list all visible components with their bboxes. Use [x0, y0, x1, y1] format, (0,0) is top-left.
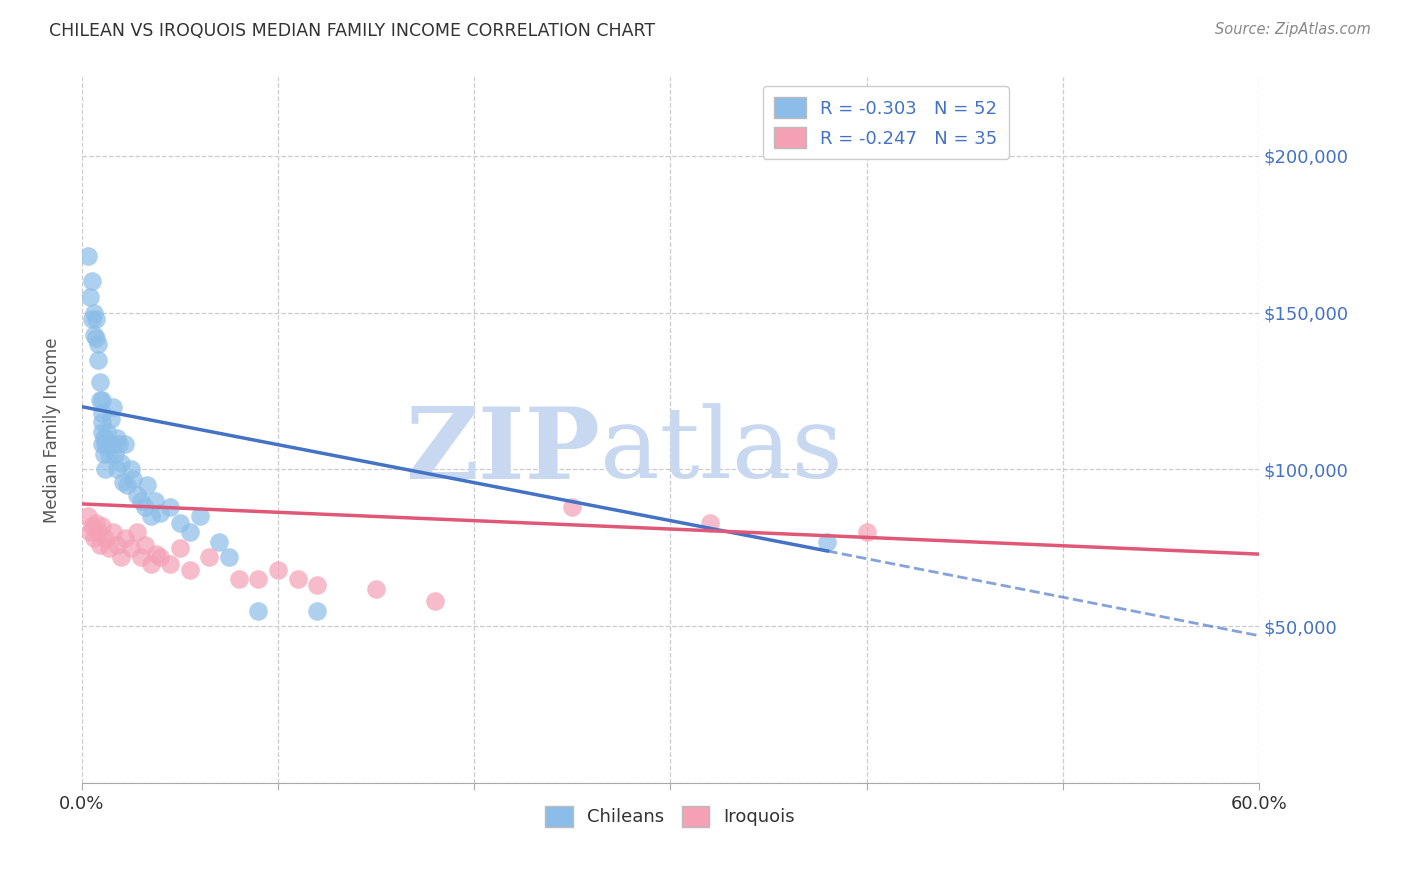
Point — [139, 557, 162, 571]
Point — [83, 305, 105, 319]
Point — [112, 475, 135, 489]
Point — [159, 557, 181, 571]
Point — [159, 500, 181, 514]
Point — [179, 525, 201, 540]
Point — [90, 406, 112, 420]
Point — [90, 519, 112, 533]
Point — [561, 500, 583, 514]
Point — [86, 352, 108, 367]
Point — [104, 447, 127, 461]
Point — [307, 603, 329, 617]
Point — [125, 525, 148, 540]
Point — [83, 532, 105, 546]
Point — [110, 550, 132, 565]
Point — [120, 462, 142, 476]
Point — [149, 550, 172, 565]
Point — [80, 274, 103, 288]
Point — [129, 550, 152, 565]
Point — [208, 534, 231, 549]
Point — [179, 563, 201, 577]
Legend: Chileans, Iroquois: Chileans, Iroquois — [538, 798, 803, 834]
Point — [855, 525, 877, 540]
Point — [134, 538, 156, 552]
Point — [110, 456, 132, 470]
Point — [115, 478, 138, 492]
Point — [169, 516, 191, 530]
Point — [218, 550, 240, 565]
Point — [76, 509, 98, 524]
Point — [86, 337, 108, 351]
Point — [129, 493, 152, 508]
Point — [94, 437, 117, 451]
Point — [307, 578, 329, 592]
Point — [139, 509, 162, 524]
Text: ZIP: ZIP — [405, 403, 600, 500]
Point — [699, 516, 721, 530]
Point — [125, 487, 148, 501]
Point — [94, 532, 117, 546]
Point — [83, 327, 105, 342]
Point — [267, 563, 290, 577]
Point — [122, 472, 145, 486]
Point — [103, 525, 125, 540]
Point — [169, 541, 191, 555]
Point — [96, 425, 118, 439]
Point — [188, 509, 211, 524]
Point — [366, 582, 388, 596]
Point — [103, 400, 125, 414]
Point — [135, 478, 157, 492]
Point — [134, 500, 156, 514]
Text: Source: ZipAtlas.com: Source: ZipAtlas.com — [1215, 22, 1371, 37]
Point — [90, 393, 112, 408]
Point — [423, 594, 446, 608]
Point — [228, 572, 250, 586]
Point — [90, 425, 112, 439]
Point — [120, 541, 142, 555]
Point — [105, 538, 128, 552]
Point — [93, 447, 115, 461]
Point — [100, 412, 122, 426]
Point — [105, 431, 128, 445]
Point — [94, 462, 117, 476]
Point — [247, 572, 270, 586]
Point — [84, 331, 107, 345]
Y-axis label: Median Family Income: Median Family Income — [44, 337, 60, 523]
Point — [114, 437, 136, 451]
Point — [80, 312, 103, 326]
Point — [76, 249, 98, 263]
Point — [98, 541, 121, 555]
Point — [100, 437, 122, 451]
Point — [86, 525, 108, 540]
Point — [247, 603, 270, 617]
Point — [93, 431, 115, 445]
Point — [90, 437, 112, 451]
Point — [287, 572, 309, 586]
Point — [84, 312, 107, 326]
Point — [89, 538, 111, 552]
Point — [79, 290, 101, 304]
Point — [815, 534, 838, 549]
Point — [98, 447, 121, 461]
Point — [90, 416, 112, 430]
Text: atlas: atlas — [600, 403, 842, 500]
Point — [105, 462, 128, 476]
Point — [89, 393, 111, 408]
Point — [149, 507, 172, 521]
Point — [84, 516, 107, 530]
Point — [198, 550, 221, 565]
Point — [145, 547, 167, 561]
Text: CHILEAN VS IROQUOIS MEDIAN FAMILY INCOME CORRELATION CHART: CHILEAN VS IROQUOIS MEDIAN FAMILY INCOME… — [49, 22, 655, 40]
Point — [143, 493, 166, 508]
Point — [114, 532, 136, 546]
Point — [108, 437, 131, 451]
Point — [89, 375, 111, 389]
Point — [80, 519, 103, 533]
Point — [79, 525, 101, 540]
